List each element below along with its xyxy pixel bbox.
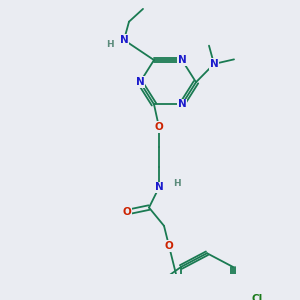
- Text: N: N: [210, 59, 218, 69]
- Text: N: N: [154, 182, 164, 193]
- Text: N: N: [120, 35, 128, 45]
- Text: O: O: [123, 207, 131, 217]
- Text: O: O: [154, 122, 164, 132]
- Text: H: H: [106, 40, 114, 49]
- Text: Cl: Cl: [251, 294, 262, 300]
- Text: N: N: [178, 55, 186, 65]
- Text: O: O: [165, 241, 173, 251]
- Text: N: N: [178, 99, 186, 110]
- Text: N: N: [136, 77, 144, 87]
- Text: H: H: [173, 179, 181, 188]
